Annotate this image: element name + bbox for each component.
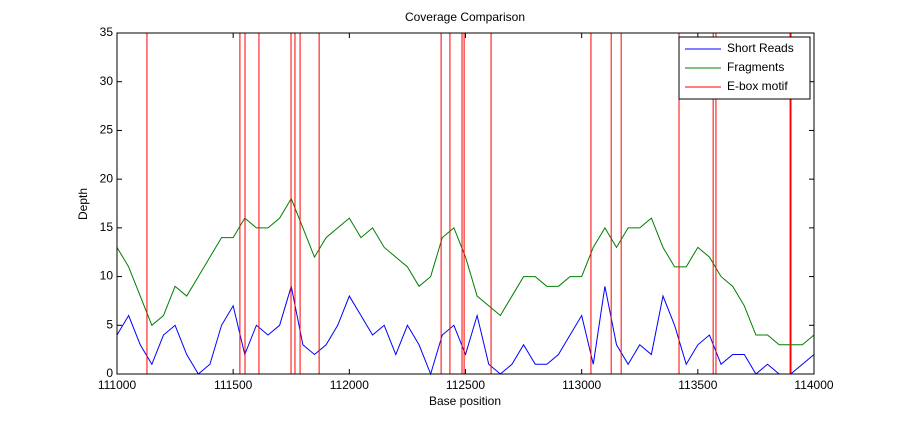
y-tick-label: 0 bbox=[106, 366, 113, 380]
data-line bbox=[116, 197, 815, 346]
x-tick-label: 114000 bbox=[794, 378, 833, 392]
y-tick-label: 30 bbox=[100, 74, 114, 88]
y-tick-label: 20 bbox=[100, 171, 114, 185]
y-tick-label: 35 bbox=[100, 25, 114, 39]
legend-label: Short Reads bbox=[727, 41, 794, 55]
x-tick-label: 111500 bbox=[214, 378, 253, 392]
chart-title: Coverage Comparison bbox=[405, 10, 525, 24]
legend-label: E-box motif bbox=[727, 79, 788, 93]
x-tick-label: 111000 bbox=[98, 378, 137, 392]
x-tick-label: 113000 bbox=[562, 378, 601, 392]
y-tick-label: 15 bbox=[100, 220, 114, 234]
data-line bbox=[116, 286, 815, 376]
y-tick-label: 25 bbox=[100, 123, 114, 137]
x-tick-label: 113500 bbox=[678, 378, 717, 392]
x-tick-label: 112000 bbox=[330, 378, 369, 392]
y-axis-label: Depth bbox=[76, 188, 90, 220]
y-tick-label: 5 bbox=[106, 317, 113, 331]
legend-label: Fragments bbox=[727, 60, 784, 74]
x-axis-label: Base position bbox=[429, 394, 501, 408]
y-tick-label: 10 bbox=[100, 269, 114, 283]
x-tick-label: 112500 bbox=[446, 378, 485, 392]
